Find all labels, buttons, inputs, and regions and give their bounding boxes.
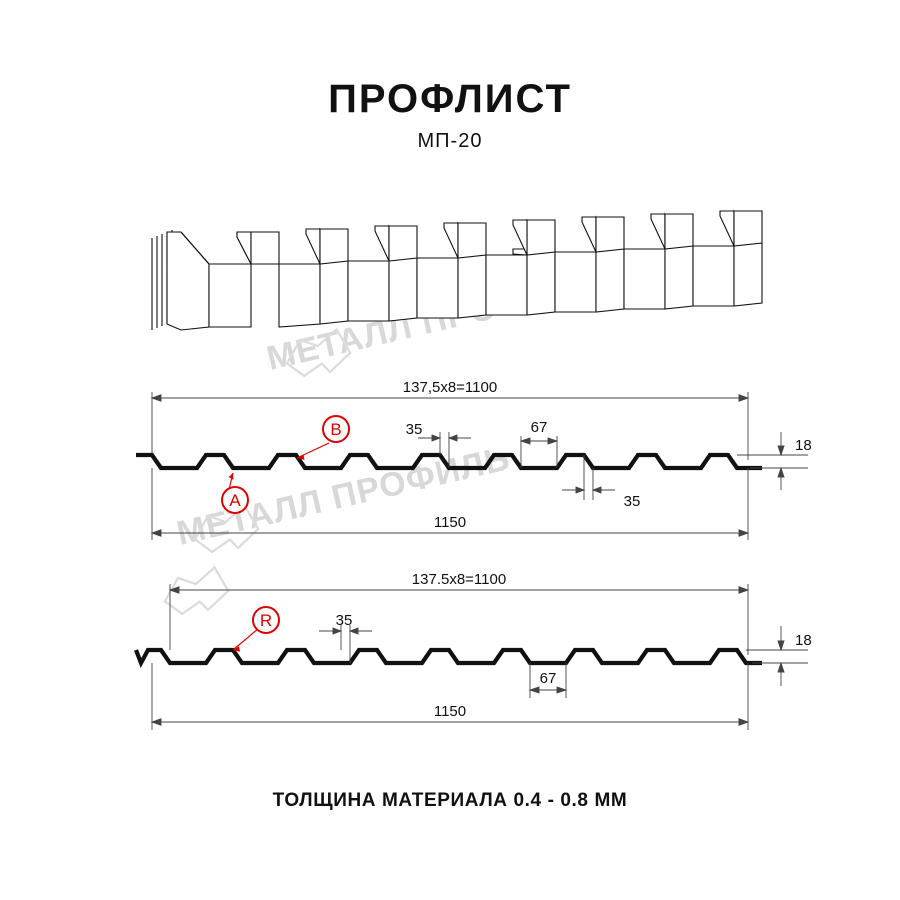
section-view-top: 137,5x8=1100 35 67 — [136, 379, 812, 540]
dim-35-bottom — [319, 625, 372, 663]
title-block: ПРОФЛИСТ МП-20 — [0, 78, 900, 153]
callout-a: A — [221, 472, 249, 514]
watermark-logo — [163, 565, 230, 616]
dim-67-bottom — [528, 663, 568, 698]
dim-18-label-top: 18 — [795, 437, 812, 454]
section-view-bottom: 137.5x8=1100 35 67 — [134, 571, 812, 730]
dim-67-top — [519, 436, 559, 468]
callout-r-label: R — [260, 611, 272, 630]
dim-35-top-right — [562, 455, 615, 500]
dim-67-label-bottom: 67 — [540, 670, 557, 687]
callout-a-label: A — [229, 491, 241, 510]
dimension-lines-bottom — [168, 584, 750, 655]
dim-67-label-top: 67 — [531, 419, 548, 436]
dim-35-top-left — [418, 432, 471, 468]
dim-1150-bottom — [150, 663, 750, 730]
dim-18-label-bottom: 18 — [795, 632, 812, 649]
dim-overall-module-top: 137,5x8=1100 — [403, 379, 497, 396]
dim-1150-label-top: 1150 — [434, 514, 466, 531]
profile-polyline-bottom — [134, 647, 762, 669]
dim-35-label-top-left: 35 — [406, 421, 423, 438]
dim-18-bottom — [746, 626, 808, 686]
page-subtitle: МП-20 — [417, 130, 483, 152]
watermark-logo — [193, 503, 260, 554]
corrugation-cells — [166, 209, 763, 331]
material-thickness-note: ТОЛЩИНА МАТЕРИАЛА 0.4 - 0.8 ММ — [272, 790, 628, 811]
callout-r: R — [232, 606, 280, 652]
profile-polyline-top — [136, 452, 762, 471]
callout-b: B — [296, 415, 350, 460]
dim-1150-label-bottom: 1150 — [434, 703, 466, 720]
watermark-logo — [285, 327, 352, 378]
dimension-lines-top — [150, 392, 750, 460]
watermark-group-bottom-partial — [163, 565, 230, 616]
dim-1150-top — [150, 468, 750, 540]
callout-b-label: B — [330, 420, 341, 439]
dim-18-top — [737, 432, 808, 490]
isometric-sheet-view — [151, 209, 763, 331]
dim-35-label-bottom: 35 — [336, 612, 353, 629]
page-title: ПРОФЛИСТ — [328, 77, 572, 121]
dim-overall-module-bottom: 137.5x8=1100 — [412, 571, 506, 588]
dim-35-label-top-right: 35 — [624, 493, 641, 510]
